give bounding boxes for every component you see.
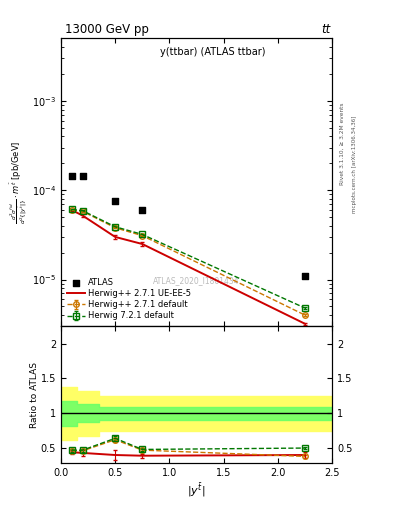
Herwig++ 2.7.1 UE-EE-5 (303, 321, 307, 327)
Herwig++ 2.7.1 UE-EE-5 (140, 241, 145, 247)
Text: tt: tt (321, 23, 330, 36)
ATLAS (79, 172, 86, 180)
Herwig++ 2.7.1 UE-EE-5 (80, 212, 85, 219)
Legend: ATLAS, Herwig++ 2.7.1 UE-EE-5, Herwig++ 2.7.1 default, Herwig 7.2.1 default: ATLAS, Herwig++ 2.7.1 UE-EE-5, Herwig++ … (65, 276, 193, 322)
Text: ATLAS_2020_I1801434: ATLAS_2020_I1801434 (153, 276, 240, 285)
Text: 13000 GeV pp: 13000 GeV pp (65, 23, 149, 36)
X-axis label: $|y^{\bar{t}}|$: $|y^{\bar{t}}|$ (187, 481, 206, 499)
ATLAS (112, 197, 118, 205)
Line: Herwig++ 2.7.1 UE-EE-5: Herwig++ 2.7.1 UE-EE-5 (72, 210, 305, 324)
Herwig++ 2.7.1 UE-EE-5 (70, 207, 74, 213)
Text: Rivet 3.1.10, ≥ 3.2M events: Rivet 3.1.10, ≥ 3.2M events (340, 102, 345, 185)
ATLAS (139, 206, 145, 214)
Text: y(ttbar) (ATLAS ttbar): y(ttbar) (ATLAS ttbar) (160, 47, 266, 57)
Y-axis label: Ratio to ATLAS: Ratio to ATLAS (30, 362, 39, 428)
Y-axis label: $\frac{d^2\sigma^{fid}}{d^2\{|y^{\bar{t}}|\}} \cdot m^{\bar{t}}$ [pb/GeV]: $\frac{d^2\sigma^{fid}}{d^2\{|y^{\bar{t}… (9, 141, 31, 224)
Herwig++ 2.7.1 UE-EE-5 (113, 234, 118, 240)
ATLAS (302, 272, 308, 280)
ATLAS (69, 172, 75, 180)
Text: mcplots.cern.ch [arXiv:1306.34,36]: mcplots.cern.ch [arXiv:1306.34,36] (352, 115, 357, 212)
